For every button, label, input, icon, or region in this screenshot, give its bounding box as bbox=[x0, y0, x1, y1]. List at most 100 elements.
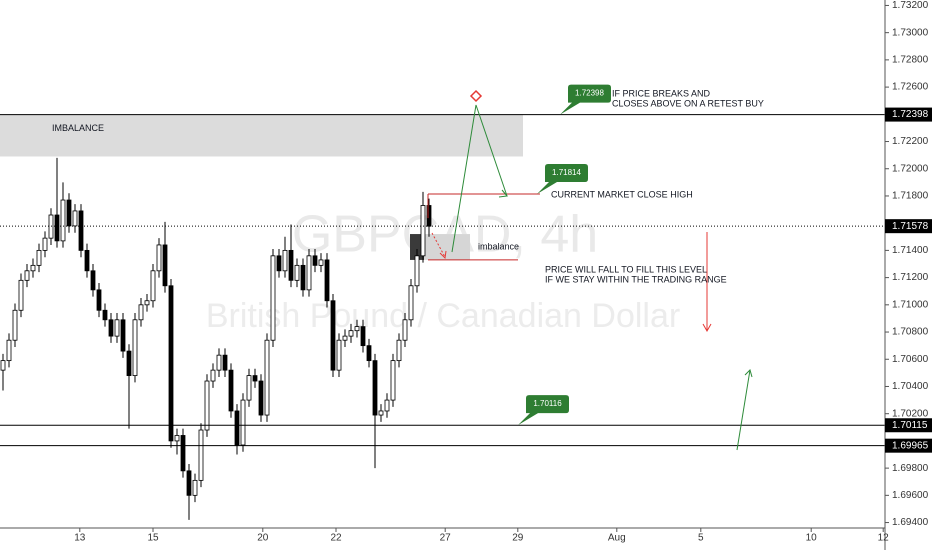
x-tick-label: 5 bbox=[698, 533, 704, 544]
candle-body bbox=[30, 264, 36, 272]
candle-body bbox=[108, 319, 114, 337]
candle-body bbox=[0, 360, 6, 371]
callout-box bbox=[518, 395, 569, 426]
candle-body bbox=[336, 339, 342, 371]
candle-body bbox=[288, 249, 294, 281]
projection-path bbox=[451, 104, 508, 253]
candle-body bbox=[198, 429, 204, 481]
candle-body bbox=[138, 304, 144, 321]
zone-label: imbalance bbox=[478, 241, 519, 251]
candle-body bbox=[162, 244, 168, 287]
x-tick-label: 27 bbox=[440, 533, 452, 544]
candle-body bbox=[246, 375, 252, 401]
candle-body bbox=[12, 309, 18, 341]
candle-body bbox=[168, 285, 174, 442]
candle-body bbox=[180, 435, 186, 472]
candle-body bbox=[300, 264, 306, 291]
candle-body bbox=[114, 319, 120, 337]
candle-body bbox=[396, 339, 402, 362]
candle-body bbox=[306, 255, 312, 291]
candle-body bbox=[324, 259, 330, 302]
x-tick-label: 10 bbox=[806, 533, 818, 544]
callout-label: 1.71814 bbox=[552, 168, 581, 177]
candle-body bbox=[258, 380, 264, 416]
target-marker bbox=[469, 89, 483, 103]
candle-body bbox=[24, 270, 30, 281]
candle-body bbox=[174, 435, 180, 442]
x-tick-label: 22 bbox=[330, 533, 342, 544]
y-tick-label: 1.72800 bbox=[892, 55, 929, 66]
price-box-label: 1.69965 bbox=[892, 440, 929, 451]
candle-body bbox=[330, 300, 336, 371]
up-arrow bbox=[736, 369, 751, 451]
candle-body bbox=[156, 244, 162, 272]
y-tick-label: 1.70400 bbox=[892, 381, 929, 392]
candle-body bbox=[390, 360, 396, 401]
price-box bbox=[885, 107, 932, 122]
candle-body bbox=[126, 350, 132, 376]
candle-body bbox=[318, 259, 324, 266]
candle-body bbox=[144, 300, 150, 306]
candle-body bbox=[360, 326, 366, 347]
price-box bbox=[885, 219, 932, 234]
watermark-subtitle: British Pound / Canadian Dollar bbox=[206, 297, 680, 335]
candle-body bbox=[282, 249, 288, 272]
candle-body bbox=[366, 345, 372, 362]
candle-body bbox=[192, 479, 198, 496]
candle-body bbox=[72, 210, 78, 227]
arrow-head bbox=[744, 369, 753, 378]
candle-body bbox=[420, 205, 426, 257]
callout-box bbox=[537, 164, 588, 195]
y-tick-label: 1.69600 bbox=[892, 490, 929, 501]
candle-body bbox=[294, 264, 300, 281]
candle-body bbox=[342, 335, 348, 341]
y-tick-label: 1.70200 bbox=[892, 408, 929, 419]
arrow-head bbox=[498, 189, 508, 198]
x-tick-label: Aug bbox=[608, 533, 626, 544]
note: IF WE STAY WITHIN THE TRADING RANGE bbox=[545, 274, 727, 284]
y-tick-label: 1.71000 bbox=[892, 299, 929, 310]
candle-body bbox=[378, 410, 384, 416]
candle-body bbox=[90, 270, 96, 291]
zone bbox=[0, 114, 523, 157]
x-tick-label: 20 bbox=[257, 533, 269, 544]
candle-body bbox=[96, 289, 102, 311]
candle-body bbox=[228, 369, 234, 412]
axis-bg bbox=[885, 0, 932, 550]
candle-body bbox=[276, 255, 282, 272]
price-box bbox=[885, 438, 932, 453]
dotted-arrow bbox=[431, 232, 446, 258]
candle-body bbox=[372, 360, 378, 416]
y-tick-label: 1.70600 bbox=[892, 354, 929, 365]
arrow-head bbox=[439, 250, 447, 260]
price-box bbox=[885, 418, 932, 433]
price-box-label: 1.70115 bbox=[892, 420, 928, 431]
x-tick-label: 15 bbox=[147, 533, 159, 544]
zone-core bbox=[410, 234, 424, 260]
candle-body bbox=[402, 319, 408, 341]
y-tick-label: 1.69800 bbox=[892, 463, 929, 474]
candle-body bbox=[150, 270, 156, 302]
candle-body bbox=[312, 255, 318, 266]
candle-body bbox=[252, 375, 258, 382]
callout-label: 1.70116 bbox=[533, 399, 562, 408]
candle-body bbox=[132, 319, 138, 376]
candle-body bbox=[210, 369, 216, 382]
y-tick-label: 1.73000 bbox=[892, 27, 929, 38]
candle-body bbox=[414, 255, 420, 287]
callout-box bbox=[560, 84, 611, 115]
note: CURRENT MARKET CLOSE HIGH bbox=[551, 189, 693, 199]
candle-body bbox=[120, 319, 126, 352]
candle-body bbox=[408, 285, 414, 321]
candle-body bbox=[78, 210, 84, 251]
candle-body bbox=[6, 339, 12, 362]
candle-body bbox=[354, 326, 360, 332]
candle-body bbox=[384, 399, 390, 412]
candle-body bbox=[60, 199, 66, 242]
candle-body bbox=[18, 279, 24, 311]
candle-body bbox=[84, 249, 90, 272]
candle-body bbox=[66, 199, 72, 227]
candle-body bbox=[264, 339, 270, 416]
candle-body bbox=[348, 330, 354, 337]
candle-body bbox=[216, 354, 222, 371]
